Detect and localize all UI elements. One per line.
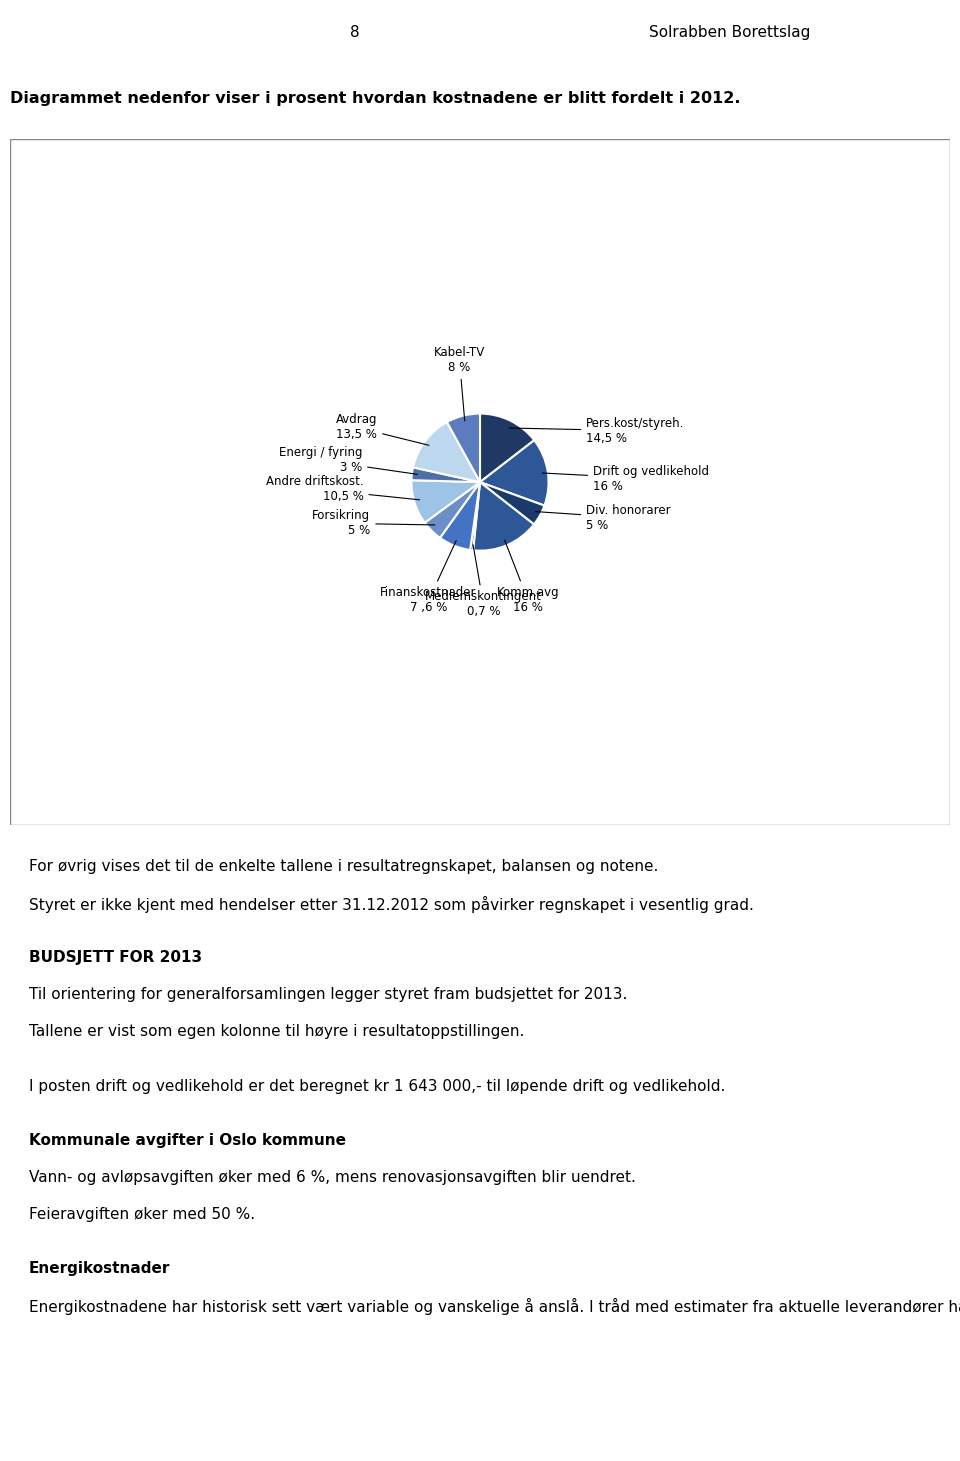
Text: Kabel-TV
8 %: Kabel-TV 8 % — [434, 346, 485, 421]
Text: Energi / fyring
3 %: Energi / fyring 3 % — [278, 446, 418, 475]
Text: Div. honorarer
5 %: Div. honorarer 5 % — [536, 504, 671, 532]
Wedge shape — [413, 422, 480, 482]
Wedge shape — [440, 482, 480, 549]
Text: Tallene er vist som egen kolonne til høyre i resultatoppstillingen.: Tallene er vist som egen kolonne til høy… — [29, 1024, 524, 1039]
Text: Energikostnadene har historisk sett vært variable og vanskelige å anslå. I tråd : Energikostnadene har historisk sett vært… — [29, 1299, 960, 1315]
Text: Drift og vedlikehold
16 %: Drift og vedlikehold 16 % — [542, 465, 709, 492]
Text: Medlemskontingent
0,7 %: Medlemskontingent 0,7 % — [425, 545, 541, 618]
Text: I posten drift og vedlikehold er det beregnet kr 1 643 000,- til løpende drift o: I posten drift og vedlikehold er det ber… — [29, 1078, 725, 1093]
Text: 8: 8 — [350, 25, 360, 41]
Text: Styret er ikke kjent med hendelser etter 31.12.2012 som påvirker regnskapet i ve: Styret er ikke kjent med hendelser etter… — [29, 896, 754, 913]
Text: Forsikring
5 %: Forsikring 5 % — [312, 510, 435, 538]
Wedge shape — [473, 482, 534, 551]
Wedge shape — [480, 482, 544, 524]
Wedge shape — [412, 481, 480, 523]
Text: Avdrag
13,5 %: Avdrag 13,5 % — [336, 413, 429, 446]
Wedge shape — [480, 440, 548, 506]
Text: Pers.kost/styreh.
14,5 %: Pers.kost/styreh. 14,5 % — [510, 416, 684, 444]
Text: Kommunale avgifter i Oslo kommune: Kommunale avgifter i Oslo kommune — [29, 1132, 346, 1147]
Wedge shape — [424, 482, 480, 538]
Wedge shape — [480, 413, 535, 482]
Text: Feieravgiften øker med 50 %.: Feieravgiften øker med 50 %. — [29, 1207, 255, 1221]
Text: Til orientering for generalforsamlingen legger styret fram budsjettet for 2013.: Til orientering for generalforsamlingen … — [29, 988, 627, 1002]
Wedge shape — [412, 468, 480, 482]
Wedge shape — [470, 482, 480, 551]
Text: Energikostnader: Energikostnader — [29, 1261, 170, 1275]
FancyBboxPatch shape — [10, 139, 950, 825]
Text: BUDSJETT FOR 2013: BUDSJETT FOR 2013 — [29, 950, 202, 964]
Text: Vann- og avløpsavgiften øker med 6 %, mens renovasjonsavgiften blir uendret.: Vann- og avløpsavgiften øker med 6 %, me… — [29, 1170, 636, 1185]
Wedge shape — [447, 413, 480, 482]
Text: Diagrammet nedenfor viser i prosent hvordan kostnadene er blitt fordelt i 2012.: Diagrammet nedenfor viser i prosent hvor… — [10, 91, 740, 107]
Text: For øvrig vises det til de enkelte tallene i resultatregnskapet, balansen og not: For øvrig vises det til de enkelte talle… — [29, 859, 659, 874]
Text: Solrabben Borettslag: Solrabben Borettslag — [649, 25, 810, 41]
Text: Andre driftskost.
10,5 %: Andre driftskost. 10,5 % — [266, 475, 420, 503]
Text: Finanskostnader
7 ,6 %: Finanskostnader 7 ,6 % — [380, 541, 477, 615]
Text: Komm.avg
16 %: Komm.avg 16 % — [496, 541, 560, 615]
